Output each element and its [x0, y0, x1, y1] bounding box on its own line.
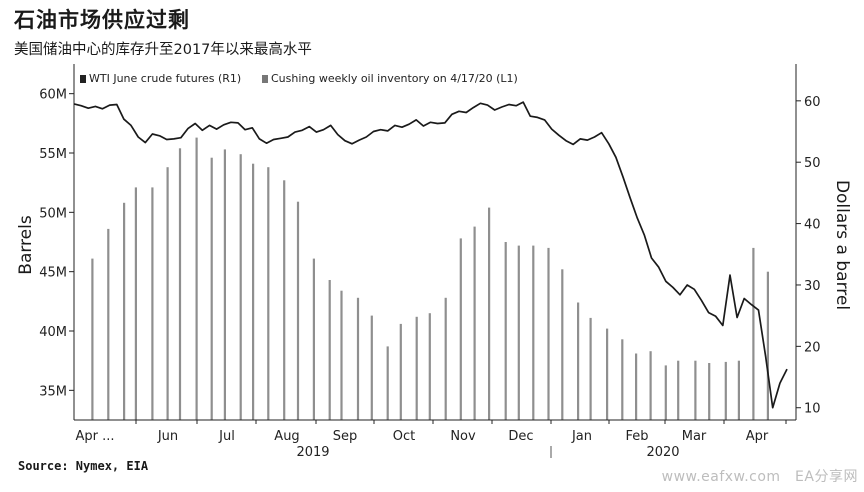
x-month-label: Oct: [393, 429, 415, 444]
cushing-bar: [517, 245, 520, 420]
x-month-label: Feb: [625, 429, 648, 444]
watermark: www.eafxw.com EA分享网: [661, 469, 858, 485]
legend-label-cushing: Cushing weekly oil inventory on 4/17/20 …: [271, 72, 518, 85]
left-tick-label: 55M: [39, 147, 67, 162]
cushing-bar: [195, 137, 198, 420]
source-note: Source: Nymex, EIA: [18, 459, 149, 473]
cushing-bar: [547, 247, 550, 420]
axes: [73, 64, 797, 421]
x-month-label: Mar: [682, 429, 707, 444]
left-tick-label: 60M: [39, 88, 67, 103]
x-year-label: 2019: [296, 445, 329, 460]
cushing-bar: [677, 360, 680, 420]
left-axis-ticks: 35M 40M 45M 50M 55M 60M: [39, 88, 74, 399]
legend-swatch-wti: [80, 75, 86, 83]
cushing-bar: [664, 365, 667, 420]
right-axis-label: Dollars a barrel: [832, 180, 852, 310]
cushing-bar: [252, 163, 255, 420]
cushing-bar: [107, 228, 110, 420]
x-month-label: Apr: [746, 429, 769, 444]
cushing-bar: [283, 180, 286, 420]
right-tick-label: 10: [804, 402, 821, 417]
right-tick-label: 30: [804, 279, 821, 294]
x-month-label: Apr ...: [75, 429, 114, 444]
cushing-bar: [621, 339, 624, 420]
left-axis-label: Barrels: [16, 215, 36, 275]
x-month-label: Sep: [333, 429, 358, 444]
left-tick-label: 50M: [39, 206, 67, 221]
chart-subtitle: 美国储油中心的库存升至2017年以来最高水平: [14, 42, 312, 58]
cushing-bar: [370, 315, 373, 420]
x-axis-ticks: Apr ... Jun Jul Aug Sep Oct Nov Dec Jan Feb Mar Apr…: [75, 420, 787, 460]
cushing-bar: [178, 148, 182, 421]
cushing-bar: [694, 360, 697, 420]
right-tick-label: 50: [804, 156, 821, 171]
cushing-bar: [649, 351, 652, 420]
cushing-bar: [328, 280, 331, 420]
cushing-bar: [151, 187, 154, 420]
cushing-bar: [504, 242, 507, 420]
x-month-label: Nov: [450, 429, 476, 444]
cushing-bar: [428, 313, 431, 420]
cushing-bar: [606, 328, 609, 420]
cushing-bar: [708, 363, 711, 420]
x-month-label: Jan: [571, 429, 592, 444]
cushing-bar: [415, 316, 418, 420]
wti-line-group: [73, 101, 788, 409]
cushing-bar: [166, 167, 169, 420]
right-tick-label: 20: [804, 340, 821, 355]
cushing-bar: [386, 346, 389, 420]
cushing-bar: [532, 245, 535, 420]
cushing-bar: [210, 157, 213, 420]
cushing-bar: [267, 167, 270, 420]
cushing-bar: [766, 271, 769, 420]
cushing-bar: [589, 317, 592, 420]
cushing-bar: [239, 154, 242, 420]
cushing-bar: [561, 269, 564, 420]
cushing-bar: [312, 258, 315, 420]
cushing-bar: [296, 201, 300, 420]
cushing-bar: [340, 290, 343, 420]
left-tick-label: 45M: [39, 266, 67, 281]
right-tick-label: 40: [804, 218, 821, 233]
left-tick-label: 35M: [39, 384, 67, 399]
wti-line: [73, 101, 788, 409]
x-year-label: 2020: [646, 445, 679, 460]
legend-item-cushing: Cushing weekly oil inventory on 4/17/20 …: [262, 72, 518, 85]
cushing-bar: [724, 361, 727, 420]
cushing-bar: [459, 238, 462, 420]
x-month-label: Jun: [157, 429, 178, 444]
cushing-bar: [134, 187, 137, 420]
x-month-label: Jul: [218, 429, 235, 444]
cushing-bar: [223, 149, 226, 420]
cushing-bar: [123, 202, 126, 420]
cushing-bar: [356, 297, 360, 420]
legend-label-wti: WTI June crude futures (R1): [89, 72, 242, 85]
legend: WTI June crude futures (R1) Cushing week…: [76, 67, 554, 91]
cushing-bars: [91, 137, 769, 421]
cushing-bar: [91, 258, 94, 420]
legend-swatch-cushing: [262, 75, 268, 83]
cushing-bar: [473, 226, 476, 420]
x-month-label: Aug: [274, 429, 299, 444]
right-tick-label: 60: [804, 95, 821, 110]
right-axis-ticks: 10 20 30 40 50 60: [796, 95, 821, 417]
cushing-bar: [488, 207, 491, 420]
x-month-label: Dec: [508, 429, 533, 444]
cushing-bar: [399, 323, 402, 420]
left-tick-label: 40M: [39, 325, 67, 340]
cushing-bar: [752, 247, 755, 420]
cushing-bar: [444, 297, 447, 420]
chart-title: 石油市场供应过剩: [14, 8, 190, 32]
cushing-bar: [577, 302, 580, 420]
legend-item-wti: WTI June crude futures (R1): [80, 72, 241, 85]
cushing-bar: [737, 360, 740, 420]
cushing-bar: [635, 353, 638, 420]
